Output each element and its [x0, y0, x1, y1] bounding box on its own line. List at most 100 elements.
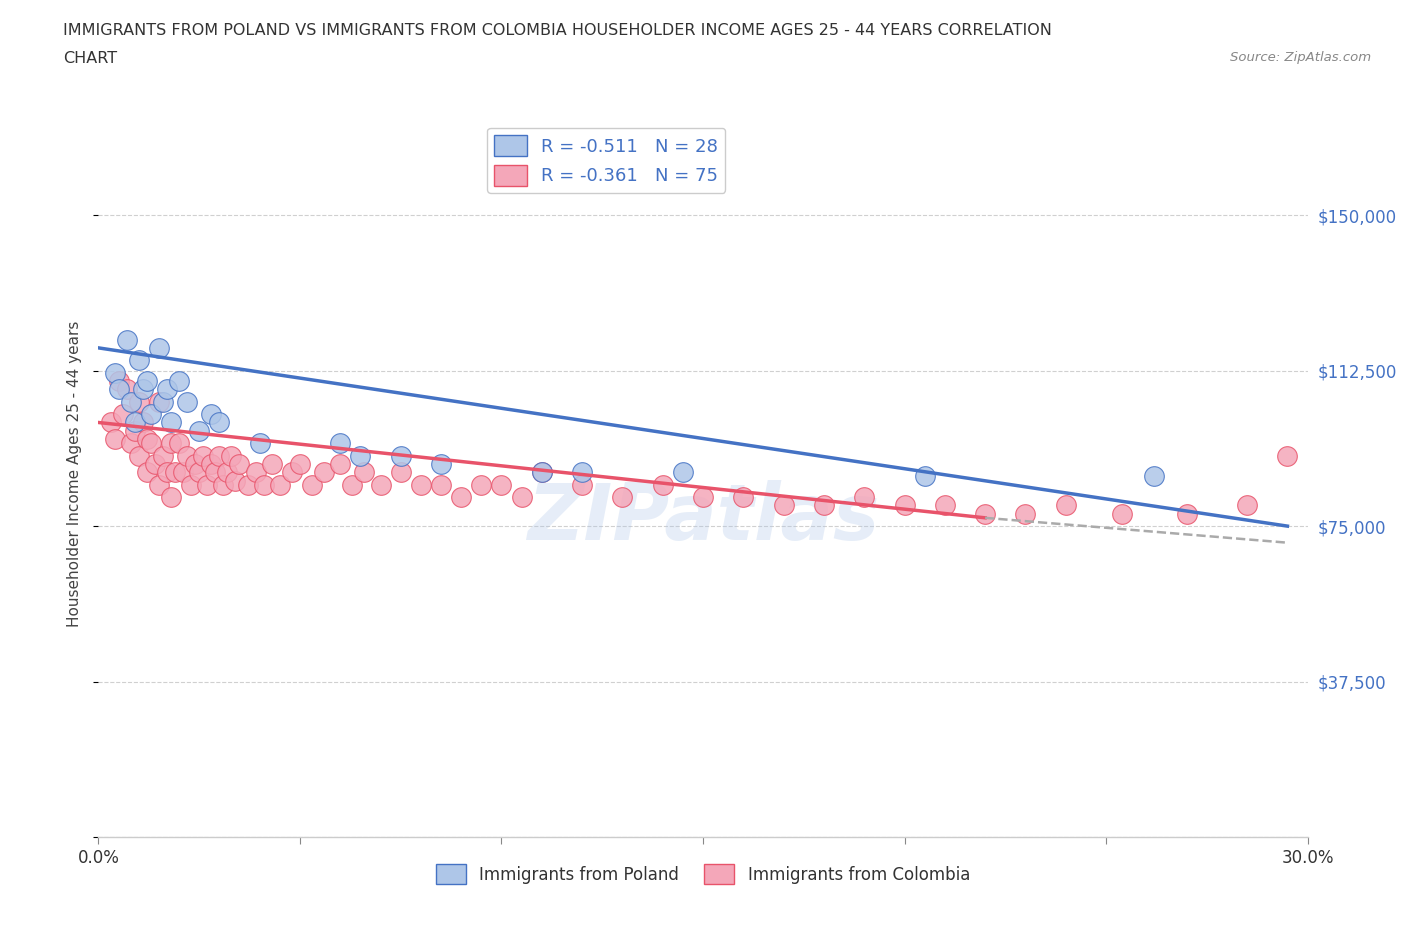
Point	[120, 436, 142, 451]
Point	[450, 490, 472, 505]
Point	[135, 465, 157, 480]
Point	[148, 340, 170, 355]
Point	[156, 382, 179, 397]
Point	[217, 465, 239, 480]
Point	[152, 394, 174, 409]
Point	[128, 352, 150, 367]
Point	[1111, 506, 1133, 521]
Point	[135, 432, 157, 446]
Point	[571, 477, 593, 492]
Point	[180, 477, 202, 492]
Point	[103, 432, 125, 446]
Point	[1236, 498, 1258, 512]
Point	[156, 465, 179, 480]
Point	[124, 415, 146, 430]
Point	[204, 465, 226, 480]
Point	[135, 374, 157, 389]
Point	[470, 477, 492, 492]
Point	[107, 374, 129, 389]
Point	[853, 490, 876, 505]
Text: ZIPatlas: ZIPatlas	[527, 480, 879, 556]
Point	[813, 498, 835, 512]
Point	[430, 457, 453, 472]
Point	[139, 406, 162, 421]
Point	[195, 477, 218, 492]
Point	[733, 490, 755, 505]
Point	[148, 394, 170, 409]
Point	[163, 465, 186, 480]
Point	[530, 465, 553, 480]
Point	[176, 448, 198, 463]
Point	[245, 465, 267, 480]
Point	[389, 448, 412, 463]
Point	[389, 465, 412, 480]
Point	[253, 477, 276, 492]
Point	[100, 415, 122, 430]
Text: IMMIGRANTS FROM POLAND VS IMMIGRANTS FROM COLOMBIA HOUSEHOLDER INCOME AGES 25 - : IMMIGRANTS FROM POLAND VS IMMIGRANTS FRO…	[63, 23, 1052, 38]
Point	[193, 448, 215, 463]
Point	[349, 448, 371, 463]
Point	[672, 465, 695, 480]
Legend: Immigrants from Poland, Immigrants from Colombia: Immigrants from Poland, Immigrants from …	[429, 857, 977, 890]
Text: CHART: CHART	[63, 51, 117, 66]
Point	[1143, 469, 1166, 484]
Point	[184, 457, 207, 472]
Point	[200, 457, 222, 472]
Point	[148, 477, 170, 492]
Point	[143, 457, 166, 472]
Point	[571, 465, 593, 480]
Point	[160, 490, 183, 505]
Point	[200, 406, 222, 421]
Point	[120, 394, 142, 409]
Point	[132, 382, 155, 397]
Point	[353, 465, 375, 480]
Point	[224, 473, 246, 488]
Point	[1054, 498, 1077, 512]
Point	[288, 457, 311, 472]
Point	[160, 436, 183, 451]
Point	[208, 415, 231, 430]
Point	[301, 477, 323, 492]
Point	[249, 436, 271, 451]
Point	[1175, 506, 1198, 521]
Point	[314, 465, 336, 480]
Point	[651, 477, 673, 492]
Y-axis label: Householder Income Ages 25 - 44 years: Householder Income Ages 25 - 44 years	[67, 321, 83, 628]
Point	[128, 448, 150, 463]
Point	[370, 477, 392, 492]
Point	[172, 465, 194, 480]
Point	[692, 490, 714, 505]
Point	[212, 477, 235, 492]
Point	[934, 498, 956, 512]
Point	[128, 394, 150, 409]
Point	[914, 469, 936, 484]
Point	[893, 498, 915, 512]
Point	[188, 423, 211, 438]
Point	[409, 477, 432, 492]
Point	[115, 332, 138, 347]
Point	[1277, 448, 1299, 463]
Point	[281, 465, 304, 480]
Point	[236, 477, 259, 492]
Point	[974, 506, 997, 521]
Point	[111, 406, 134, 421]
Point	[208, 448, 231, 463]
Point	[124, 423, 146, 438]
Point	[103, 365, 125, 380]
Point	[221, 448, 243, 463]
Point	[430, 477, 453, 492]
Point	[152, 448, 174, 463]
Point	[491, 477, 513, 492]
Point	[329, 436, 352, 451]
Text: Source: ZipAtlas.com: Source: ZipAtlas.com	[1230, 51, 1371, 64]
Point	[269, 477, 291, 492]
Point	[228, 457, 250, 472]
Point	[107, 382, 129, 397]
Point	[167, 436, 190, 451]
Point	[132, 415, 155, 430]
Point	[1014, 506, 1036, 521]
Point	[160, 415, 183, 430]
Point	[167, 374, 190, 389]
Point	[772, 498, 794, 512]
Point	[329, 457, 352, 472]
